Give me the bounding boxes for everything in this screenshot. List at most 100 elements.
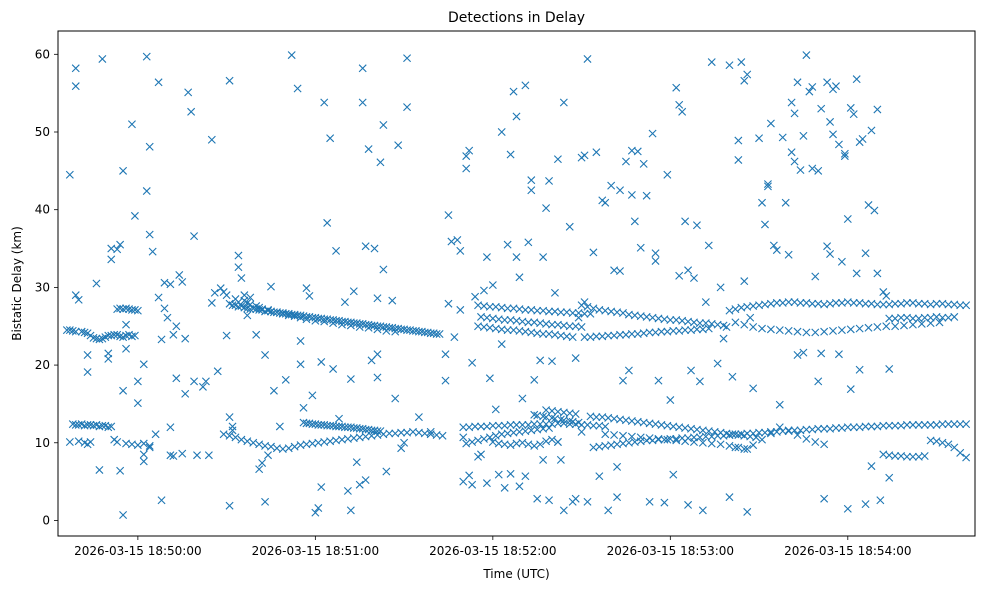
detection-point bbox=[379, 265, 388, 274]
detection-point bbox=[766, 427, 775, 436]
detection-point bbox=[512, 420, 521, 429]
detection-point bbox=[92, 334, 101, 343]
detection-point bbox=[249, 438, 258, 447]
detection-point bbox=[657, 327, 666, 336]
y-tick-label: 50 bbox=[35, 125, 50, 139]
detection-point bbox=[349, 287, 358, 296]
detection-point bbox=[956, 420, 965, 429]
detection-point bbox=[491, 405, 500, 414]
detection-point bbox=[583, 54, 592, 63]
detection-point bbox=[329, 364, 338, 373]
detection-point bbox=[820, 424, 829, 433]
detection-point bbox=[749, 323, 758, 331]
detection-point bbox=[299, 403, 308, 412]
detection-point bbox=[684, 266, 693, 275]
y-axis-ticks: 0 10 20 30 40 50 60 bbox=[35, 47, 58, 527]
detection-point bbox=[335, 414, 344, 423]
detection-point bbox=[116, 466, 125, 475]
detection-point bbox=[692, 325, 701, 334]
detection-point bbox=[213, 367, 222, 376]
detection-point bbox=[589, 248, 598, 257]
detection-point bbox=[127, 332, 136, 341]
detection-point bbox=[580, 333, 589, 342]
y-tick-label: 20 bbox=[35, 358, 50, 372]
detection-point bbox=[766, 119, 775, 128]
detection-point bbox=[814, 166, 823, 175]
detection-point bbox=[663, 170, 672, 179]
detection-point bbox=[468, 480, 477, 489]
detection-point bbox=[545, 496, 554, 505]
detection-point bbox=[358, 64, 367, 73]
detection-point bbox=[459, 423, 468, 432]
detection-point bbox=[340, 423, 349, 432]
detection-point bbox=[793, 327, 802, 336]
detection-point bbox=[891, 299, 900, 308]
detection-point bbox=[71, 82, 80, 91]
detection-point bbox=[900, 321, 908, 330]
detection-point bbox=[518, 438, 527, 447]
detection-point bbox=[619, 376, 627, 385]
detection-point bbox=[793, 431, 802, 439]
detection-point bbox=[388, 296, 397, 305]
detection-point bbox=[527, 176, 536, 185]
detection-point bbox=[83, 350, 92, 359]
detection-point bbox=[787, 148, 796, 157]
detection-point bbox=[920, 451, 929, 460]
detection-point bbox=[145, 443, 154, 452]
detection-point bbox=[731, 430, 740, 439]
detection-point bbox=[296, 313, 305, 322]
detection-point bbox=[592, 413, 601, 422]
detection-point bbox=[373, 350, 382, 359]
detection-point bbox=[154, 78, 163, 87]
detection-point bbox=[80, 328, 89, 337]
detection-point bbox=[104, 354, 113, 363]
detection-point bbox=[784, 426, 793, 435]
detection-point bbox=[178, 277, 187, 286]
detection-point bbox=[225, 431, 234, 440]
detection-point bbox=[843, 215, 852, 224]
detection-point bbox=[181, 334, 190, 343]
detection-point bbox=[826, 117, 835, 126]
detection-point bbox=[444, 299, 453, 308]
detection-point bbox=[479, 434, 488, 443]
detection-point bbox=[314, 420, 323, 429]
detection-point bbox=[142, 52, 151, 61]
detection-point bbox=[175, 270, 184, 279]
detection-point bbox=[689, 438, 698, 446]
detection-point bbox=[284, 444, 293, 453]
detection-point bbox=[950, 312, 959, 321]
detection-point bbox=[258, 458, 267, 467]
detection-point bbox=[181, 389, 190, 398]
detection-point bbox=[864, 323, 873, 332]
detection-point bbox=[296, 360, 305, 369]
detection-point bbox=[840, 149, 849, 158]
detection-point bbox=[207, 135, 216, 144]
detection-point bbox=[462, 439, 471, 448]
detection-point bbox=[92, 279, 101, 288]
detection-point bbox=[829, 130, 838, 139]
detection-point bbox=[829, 326, 838, 335]
detection-point bbox=[355, 323, 364, 331]
detection-point bbox=[477, 450, 485, 459]
detection-point bbox=[775, 326, 784, 335]
detection-point bbox=[65, 326, 74, 335]
detection-point bbox=[891, 322, 900, 331]
detection-point bbox=[542, 204, 551, 213]
detection-point bbox=[98, 54, 107, 63]
detection-point bbox=[243, 311, 252, 320]
detection-point bbox=[879, 421, 888, 430]
detection-point bbox=[548, 413, 556, 422]
detection-point bbox=[610, 431, 619, 439]
detection-point bbox=[571, 494, 580, 503]
detection-point bbox=[290, 312, 299, 321]
detection-point bbox=[908, 320, 917, 329]
detection-point bbox=[456, 305, 465, 314]
detection-point bbox=[479, 286, 488, 295]
detection-point bbox=[908, 420, 917, 429]
detection-point bbox=[370, 244, 379, 253]
detection-point bbox=[672, 83, 681, 92]
y-tick-label: 30 bbox=[35, 280, 50, 294]
detection-point bbox=[565, 417, 574, 426]
detection-point bbox=[565, 322, 574, 331]
detection-point bbox=[701, 298, 710, 307]
